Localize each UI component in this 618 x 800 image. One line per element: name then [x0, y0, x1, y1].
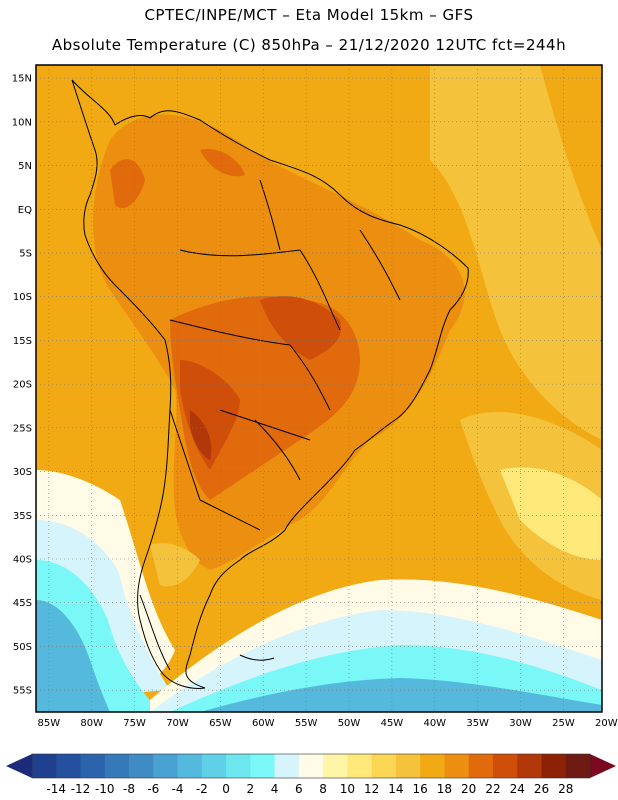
lon-label: 70W: [166, 718, 189, 729]
lon-label: 50W: [338, 718, 361, 729]
coastline: [71, 79, 469, 689]
lat-label: 10N: [12, 117, 32, 128]
lon-label: 20W: [595, 718, 618, 729]
colorbar-outline: [31, 753, 591, 779]
lat-label: 5N: [18, 161, 32, 172]
lat-label: 30S: [13, 467, 32, 478]
colorbar-under-arrow: [6, 754, 32, 778]
lon-label: 60W: [252, 718, 275, 729]
colorbar: -14 -12 -10 -8 -6 -4 -2 0 2 4 6 8 10 12 14 16 18 20 22 24 26…: [6, 753, 616, 796]
lon-label: 45W: [381, 718, 404, 729]
colorbar-tick-label: 26: [534, 782, 549, 796]
longitude-labels: 85W 80W 75W 70W 65W 60W 55W 50W 45W 40W 35W 30W 25W 2…: [38, 718, 618, 729]
colorbar-swatch: [201, 754, 227, 778]
colorbar-swatch: [492, 754, 518, 778]
colorbar-tick-label: 8: [319, 782, 327, 796]
colorbar-swatch: [274, 754, 300, 778]
lat-label: EQ: [18, 205, 32, 216]
lat-label: 35S: [13, 511, 32, 522]
colorbar-swatch: [177, 754, 203, 778]
colorbar-tick-label: 6: [295, 782, 303, 796]
colorbar-tick-label: 18: [437, 782, 452, 796]
colorbar-swatch: [541, 754, 567, 778]
colorbar-swatch: [32, 754, 57, 778]
lon-label: 85W: [38, 718, 61, 729]
colorbar-tick-label: -4: [172, 782, 184, 796]
lat-label: 50S: [13, 642, 32, 653]
colorbar-tick-label: 14: [388, 782, 403, 796]
colorbar-swatch: [129, 754, 154, 778]
colorbar-swatch: [347, 754, 373, 778]
lon-label: 35W: [466, 718, 489, 729]
colorbar-tick-label: 2: [247, 782, 255, 796]
colorbar-tick-label: -12: [71, 782, 91, 796]
colorbar-swatch: [56, 754, 82, 778]
colorbar-swatch: [298, 754, 324, 778]
colorbar-swatch: [468, 754, 494, 778]
lat-label: 15N: [12, 74, 32, 85]
lon-label: 55W: [295, 718, 318, 729]
lat-label: 25S: [13, 423, 32, 434]
colorbar-swatch: [444, 754, 470, 778]
lon-label: 25W: [552, 718, 575, 729]
latitude-labels: 15N 10N 5N EQ 5S 10S 15S 20S 25S 30S 35S 40S 45S 50S 5…: [12, 74, 32, 697]
lat-label: 45S: [13, 598, 32, 609]
colorbar-tick-label: 16: [413, 782, 428, 796]
colorbar-tick-label: -10: [95, 782, 115, 796]
colorbar-swatch: [565, 754, 591, 778]
lat-label: 15S: [13, 336, 32, 347]
lat-label: 40S: [13, 554, 32, 565]
colorbar-tick-label: 20: [461, 782, 476, 796]
map-title-line-1: CPTEC/INPE/MCT – Eta Model 15km – GFS: [144, 6, 474, 24]
colorbar-swatch: [371, 754, 397, 778]
colorbar-tick-label: 12: [364, 782, 379, 796]
colorbar-tick-label: -6: [147, 782, 159, 796]
colorbar-swatch: [104, 754, 130, 778]
colorbar-swatch: [420, 754, 445, 778]
colorbar-swatch: [80, 754, 106, 778]
lat-label: 10S: [13, 292, 32, 303]
colorbar-tick-label: 24: [510, 782, 525, 796]
colorbar-over-arrow: [590, 754, 616, 778]
colorbar-swatch: [517, 754, 542, 778]
colorbar-swatch: [395, 754, 421, 778]
colorbar-tick-label: 22: [485, 782, 500, 796]
lon-label: 80W: [80, 718, 103, 729]
colorbar-tick-label: 28: [558, 782, 573, 796]
colorbar-tick-label: -8: [123, 782, 135, 796]
lon-label: 65W: [209, 718, 232, 729]
lat-label: 55S: [13, 686, 32, 697]
colorbar-tick-label: 10: [340, 782, 355, 796]
colorbar-swatch: [250, 754, 276, 778]
colorbar-tick-label: 4: [271, 782, 279, 796]
colorbar-tick-label: -2: [196, 782, 208, 796]
colorbar-swatch: [226, 754, 251, 778]
colorbar-swatch: [323, 754, 348, 778]
map-frame: [35, 64, 603, 713]
lon-label: 40W: [423, 718, 446, 729]
lat-label: 20S: [13, 380, 32, 391]
colorbar-swatch: [153, 754, 179, 778]
lat-label: 5S: [19, 248, 32, 259]
lon-label: 75W: [123, 718, 146, 729]
lon-label: 30W: [509, 718, 532, 729]
map-title-line-2: Absolute Temperature (C) 850hPa – 21/12/…: [51, 36, 567, 54]
colorbar-tick-label: -14: [46, 782, 66, 796]
temperature-field: [36, 65, 602, 712]
colorbar-tick-label: 0: [222, 782, 230, 796]
